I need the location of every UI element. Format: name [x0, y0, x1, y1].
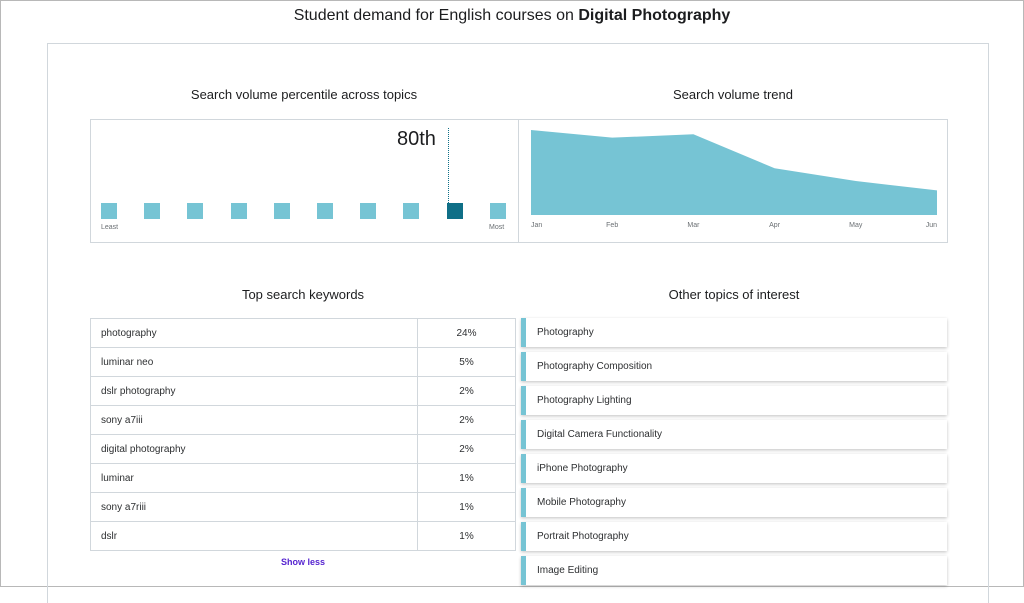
page-title: Student demand for English courses on Di… [1, 7, 1023, 25]
percentile-marker-line [448, 128, 449, 203]
keyword-cell: sony a7riii [90, 492, 418, 522]
topic-item[interactable]: Photography Composition [521, 352, 947, 381]
keyword-cell: dslr photography [90, 376, 418, 406]
percentile-panel: 80th Least Most [90, 119, 519, 243]
topic-item[interactable]: Photography Lighting [521, 386, 947, 415]
page-title-topic: Digital Photography [578, 7, 731, 24]
percentile-square [403, 203, 420, 219]
topic-item[interactable]: Photography [521, 318, 947, 347]
keyword-share-cell: 1% [417, 492, 516, 522]
keyword-cell: dslr [90, 521, 418, 551]
percentile-square [360, 203, 377, 219]
trend-month-label: Mar [687, 222, 700, 229]
trend-month-label: Feb [606, 222, 618, 229]
keyword-share-cell: 1% [417, 463, 516, 493]
demand-card [47, 43, 989, 603]
keyword-cell: luminar neo [90, 347, 418, 377]
keyword-share-cell: 5% [417, 347, 516, 377]
trend-month-label: Apr [769, 222, 781, 229]
table-row: sony a7riii 1% [90, 492, 516, 522]
topics-heading: Other topics of interest [668, 287, 800, 302]
table-row: luminar neo 5% [90, 347, 516, 377]
percentile-value: 80th [397, 128, 436, 150]
show-less-link[interactable]: Show less [281, 557, 326, 567]
trend-month-label: Jan [531, 222, 542, 229]
page-title-prefix: Student demand for English courses on [293, 7, 579, 24]
table-row: digital photography 2% [90, 434, 516, 464]
percentile-square [101, 203, 117, 219]
percentile-square [489, 203, 506, 219]
most-label: Most [489, 224, 505, 231]
trend-area [531, 130, 937, 215]
table-row: dslr 1% [90, 521, 516, 551]
keyword-cell: digital photography [90, 434, 418, 464]
topic-item[interactable]: Portrait Photography [521, 522, 947, 551]
topic-item[interactable]: iPhone Photography [521, 454, 947, 483]
percentile-square [187, 203, 204, 219]
trend-heading: Search volume trend [673, 87, 793, 102]
keyword-share-cell: 24% [417, 318, 516, 348]
topic-item[interactable]: Mobile Photography [521, 488, 947, 517]
percentile-square [230, 203, 247, 219]
percentile-heading: Search volume percentile across topics [190, 87, 418, 102]
percentile-square [317, 203, 333, 219]
keyword-share-cell: 2% [417, 376, 516, 406]
keyword-share-cell: 2% [417, 405, 516, 435]
trend-month-label: May [849, 222, 863, 229]
percentile-square [144, 203, 161, 219]
keywords-heading: Top search keywords [241, 287, 365, 302]
percentile-square-active [446, 203, 463, 219]
trend-chart: Jan Feb Mar Apr May Jun [531, 130, 937, 229]
percentile-square [273, 203, 290, 219]
keyword-cell: luminar [90, 463, 418, 493]
keyword-cell: sony a7iii [90, 405, 418, 435]
topic-item[interactable]: Digital Camera Functionality [521, 420, 947, 449]
topic-item[interactable]: Image Editing [521, 556, 947, 585]
table-row: dslr photography 2% [90, 376, 516, 406]
keywords-table: photography 24% luminar neo 5% dslr photogra… [90, 318, 516, 551]
keyword-cell: photography [90, 318, 418, 348]
keyword-share-cell: 2% [417, 434, 516, 464]
keyword-share-cell: 1% [417, 521, 516, 551]
least-label: Least [101, 224, 119, 231]
trend-month-label: Jun [926, 222, 937, 229]
trend-panel: Jan Feb Mar Apr May Jun [518, 119, 948, 243]
table-row: luminar 1% [90, 463, 516, 493]
table-row: photography 24% [90, 318, 516, 348]
table-row: sony a7iii 2% [90, 405, 516, 435]
